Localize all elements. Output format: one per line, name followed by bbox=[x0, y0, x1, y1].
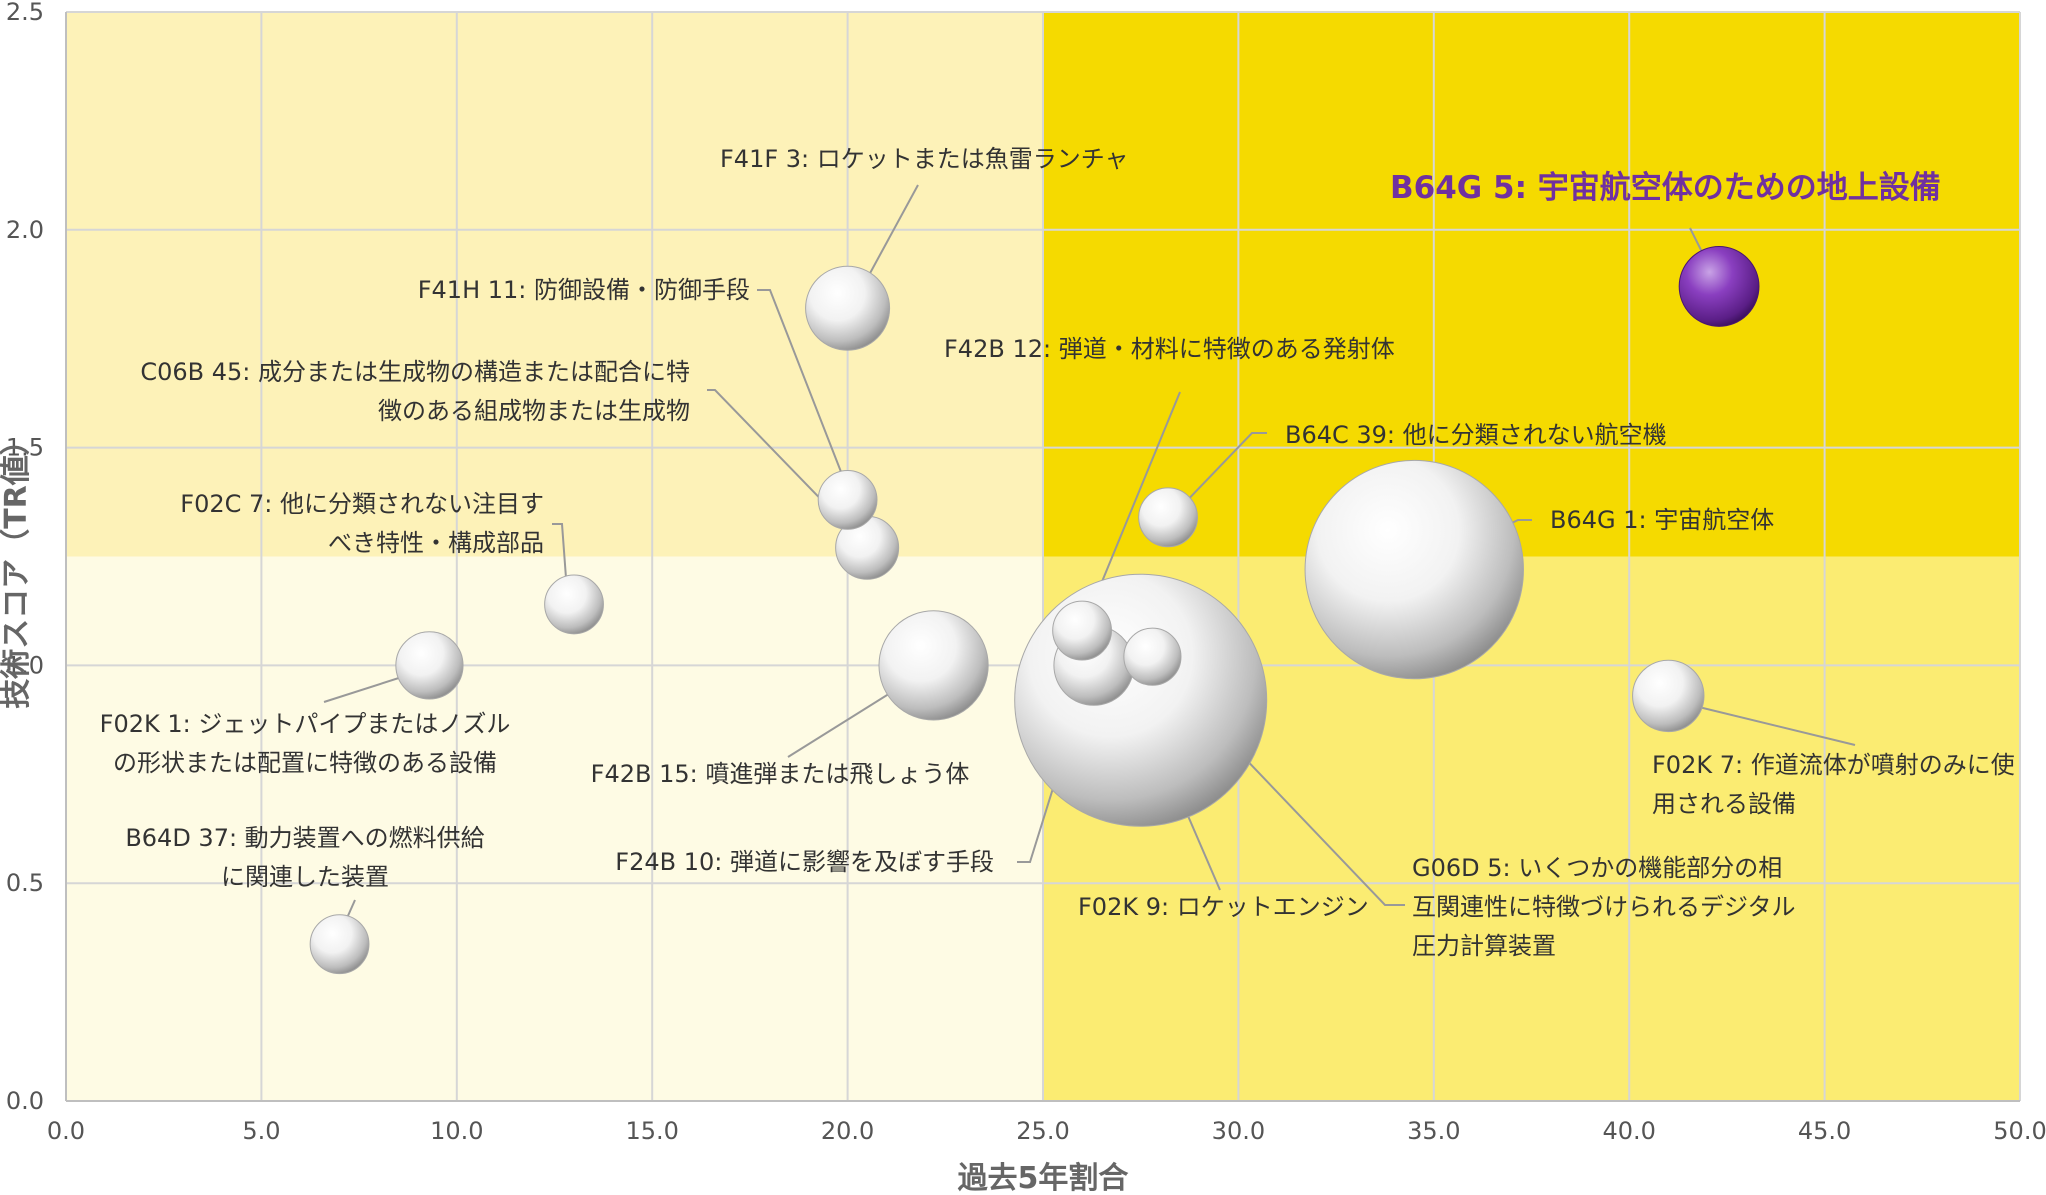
highlight-label: B64G 5: 宇宙航空体のための地上設備 bbox=[1390, 170, 1941, 206]
bubble-labels: F41F 3: ロケットまたは魚雷ランチャ F41H 11: 防御設備・防御手段 C… bbox=[100, 145, 2015, 960]
bubble[interactable] bbox=[1304, 459, 1524, 680]
leader-line bbox=[1177, 432, 1267, 511]
quadrant-top-right bbox=[1043, 12, 2020, 557]
bubble-label: B64C 39: 他に分類されない航空機 bbox=[1285, 421, 1667, 449]
y-tick-label: 1.5 bbox=[6, 434, 44, 462]
y-tick-label: 0.5 bbox=[6, 869, 44, 897]
x-tick-label: 35.0 bbox=[1407, 1117, 1460, 1145]
x-axis-title: 過去5年割合 bbox=[958, 1161, 1129, 1195]
bubble[interactable] bbox=[805, 265, 891, 351]
y-axis-title: 技術スコア（TR値） bbox=[0, 425, 34, 709]
bubble[interactable] bbox=[1123, 627, 1182, 686]
bubble[interactable] bbox=[1052, 600, 1112, 661]
bubble-label: B64D 37: 動力装置への燃料供給に関連した装置 bbox=[125, 824, 484, 891]
y-tick-label: 0.0 bbox=[6, 1087, 44, 1115]
quadrant-backgrounds bbox=[66, 12, 2020, 1101]
y-axis-ticks: 0.0 0.5 1.0 1.5 2.0 2.5 bbox=[6, 0, 44, 1115]
leader-line bbox=[757, 289, 853, 501]
bubble[interactable] bbox=[817, 469, 878, 530]
bubble[interactable] bbox=[544, 574, 604, 635]
bubble-label: F41F 3: ロケットまたは魚雷ランチャ bbox=[720, 145, 1129, 173]
bubble[interactable] bbox=[1014, 573, 1268, 827]
bubble[interactable] bbox=[1632, 659, 1705, 733]
y-tick-label: 2.5 bbox=[6, 0, 44, 26]
x-axis-ticks: 0.0 5.0 10.0 15.0 20.0 25.0 30.0 35.0 40.0 45.0 50… bbox=[47, 1117, 2046, 1145]
x-tick-label: 45.0 bbox=[1798, 1117, 1851, 1145]
x-tick-label: 20.0 bbox=[821, 1117, 874, 1145]
x-tick-label: 10.0 bbox=[430, 1117, 483, 1145]
y-tick-label: 2.0 bbox=[6, 216, 44, 244]
bubble[interactable] bbox=[1138, 487, 1198, 548]
bubble[interactable] bbox=[309, 914, 370, 975]
bubble-label: F02C 7: 他に分類されない注目すべき特性・構成部品 bbox=[180, 490, 544, 557]
bubble-label: F02K 9: ロケットエンジン bbox=[1078, 893, 1369, 921]
bubble-label: F02K 1: ジェットパイプまたはノズルの形状または配置に特徴のある設備 bbox=[100, 710, 511, 777]
bubble[interactable] bbox=[395, 631, 464, 700]
bubble[interactable] bbox=[878, 610, 989, 721]
x-tick-label: 40.0 bbox=[1602, 1117, 1655, 1145]
x-tick-label: 50.0 bbox=[1993, 1117, 2046, 1145]
bubble-label: F42B 12: 弾道・材料に特徴のある発射体 bbox=[944, 335, 1395, 363]
x-tick-label: 0.0 bbox=[47, 1117, 85, 1145]
x-tick-label: 30.0 bbox=[1212, 1117, 1265, 1145]
y-tick-label: 1.0 bbox=[6, 651, 44, 679]
x-tick-label: 5.0 bbox=[242, 1117, 280, 1145]
bubble-label: F42B 15: 噴進弾または飛しょう体 bbox=[591, 760, 970, 788]
highlight-bubble[interactable] bbox=[1678, 246, 1760, 327]
x-tick-label: 25.0 bbox=[1016, 1117, 1069, 1145]
bubble-label: F41H 11: 防御設備・防御手段 bbox=[418, 276, 750, 304]
bubble-label: F24B 10: 弾道に影響を及ぼす手段 bbox=[615, 848, 994, 876]
gridlines bbox=[65, 11, 2021, 1102]
bubble-label: F02K 7: 作道流体が噴射のみに使用される設備 bbox=[1652, 751, 2015, 818]
bubble-label: C06B 45: 成分または生成物の構造または配合に特徴のある組成物または生成物 bbox=[140, 358, 690, 425]
bubbles bbox=[309, 246, 1760, 975]
bubble-label: G06D 5: いくつかの機能部分の相互関連性に特徴づけられるデジタル圧力計算装… bbox=[1412, 854, 1796, 960]
quadrant-bottom-left bbox=[66, 556, 1043, 1101]
bubble-label: B64G 1: 宇宙航空体 bbox=[1550, 506, 1774, 534]
x-tick-label: 15.0 bbox=[625, 1117, 678, 1145]
